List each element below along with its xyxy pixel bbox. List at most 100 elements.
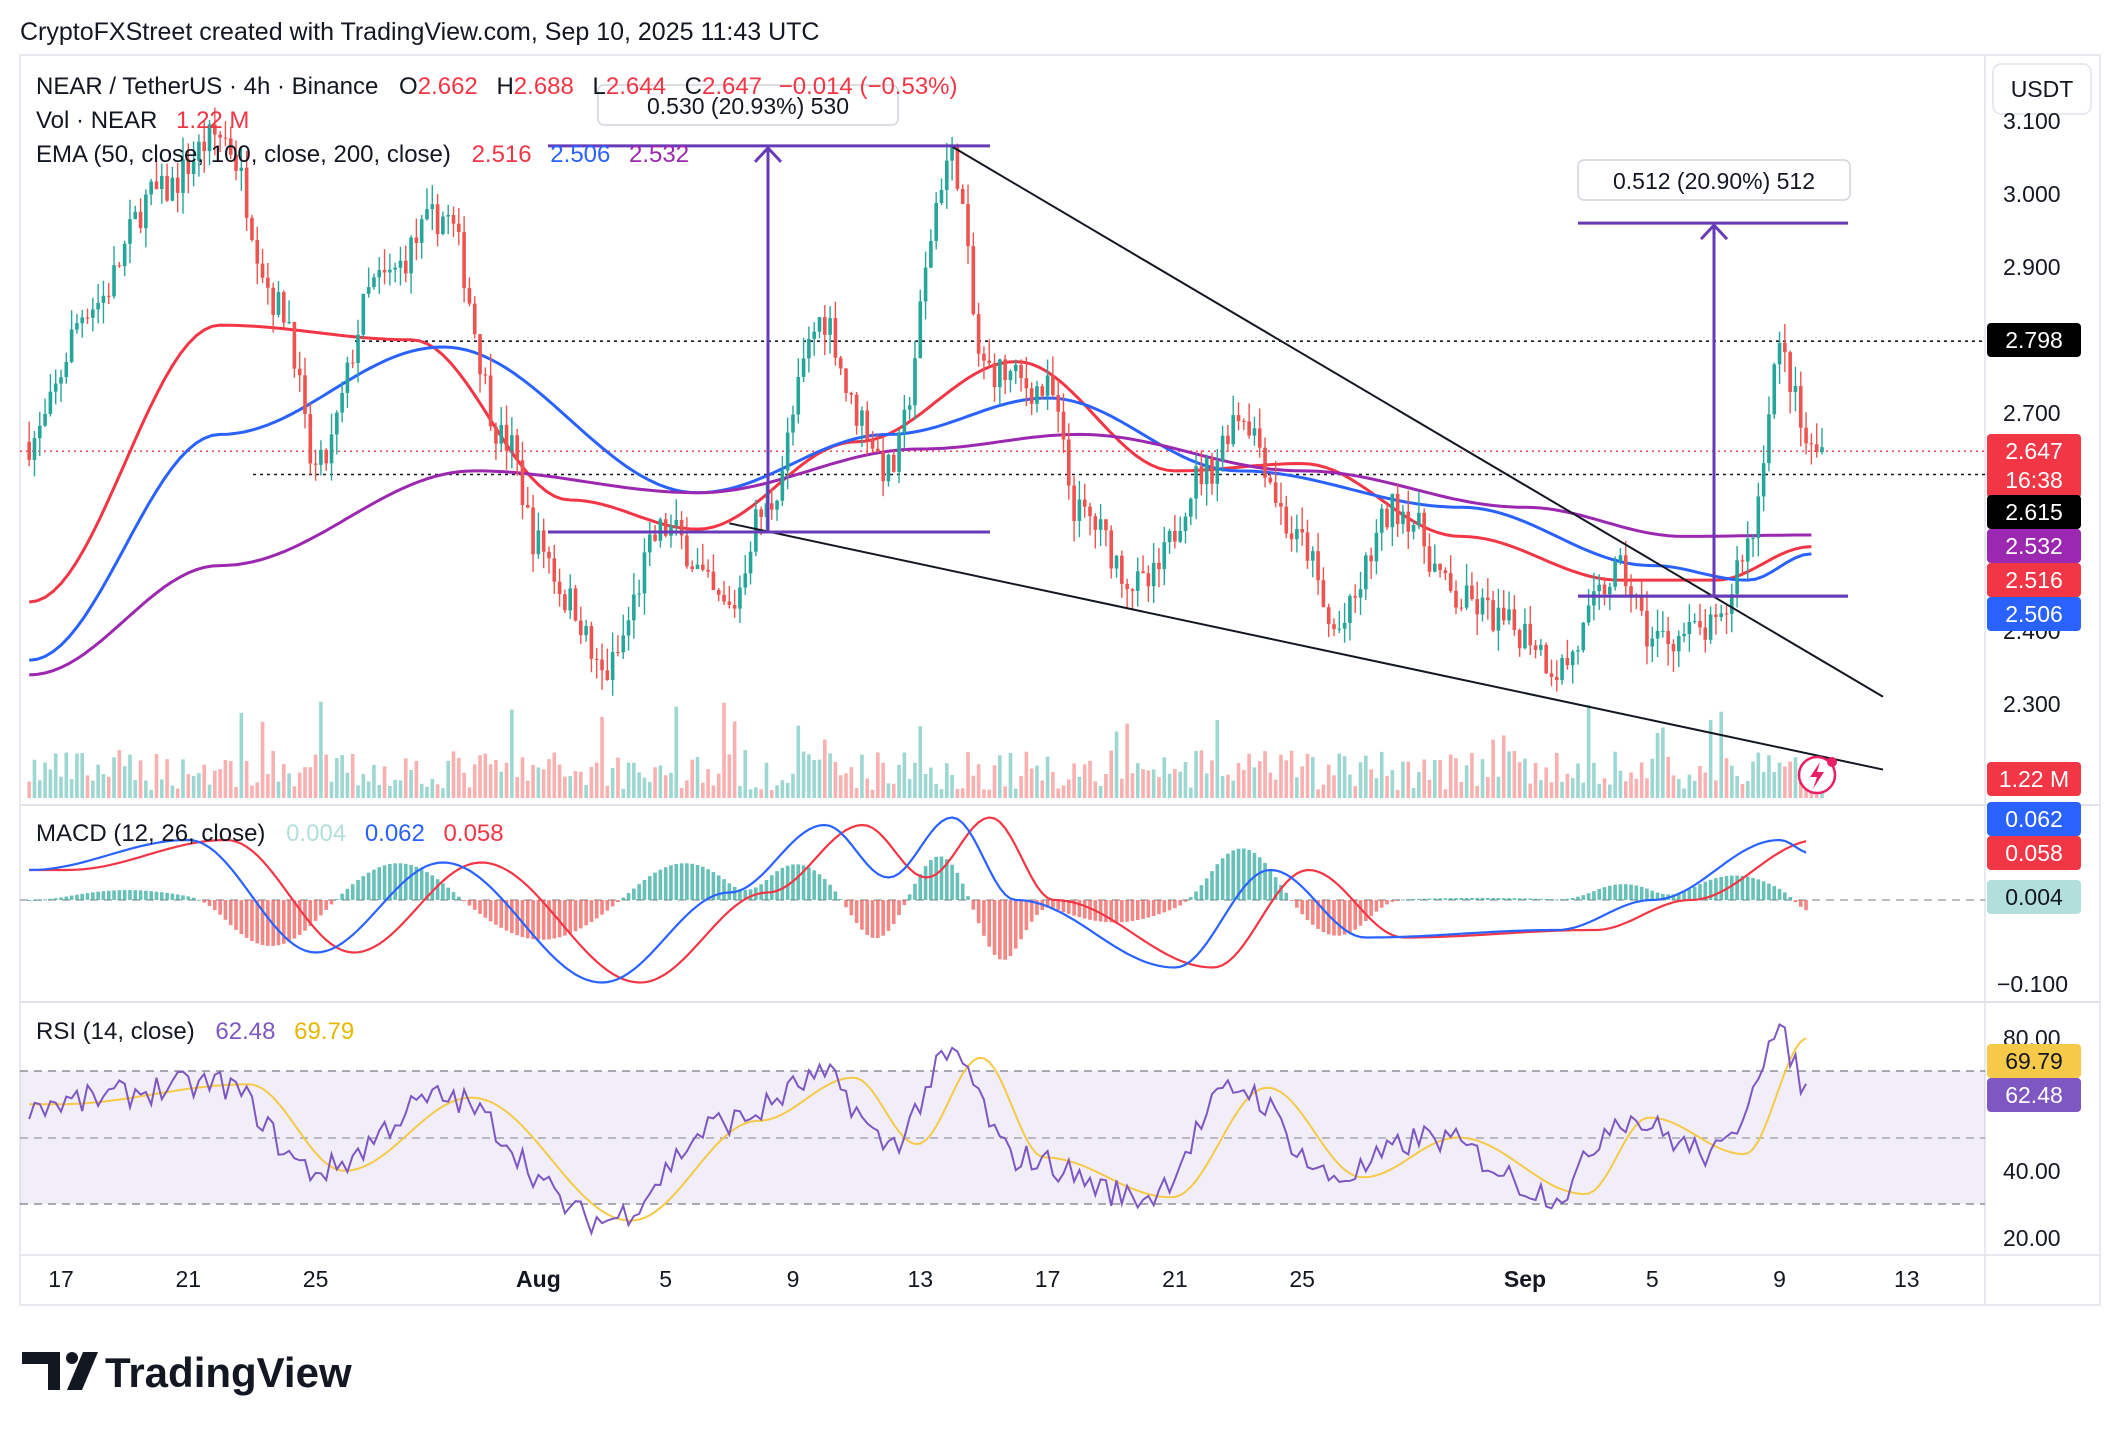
price-axis: USDT 3.100 3.000 2.900 2.700 2.400 2.300…	[1987, 63, 2092, 796]
candle-body	[1666, 630, 1670, 644]
macd-hist-bar	[971, 900, 976, 910]
candle-body	[1735, 560, 1739, 595]
trendline-lower[interactable]	[729, 522, 1884, 771]
macd-hist-bar	[43, 899, 47, 901]
price-tick: 2.700	[2003, 400, 2061, 426]
macd-hist-bar	[181, 895, 185, 900]
volume-bar	[1745, 781, 1750, 798]
volume-bar	[128, 754, 132, 798]
macd-hist-bar	[48, 898, 53, 900]
candle-body	[918, 301, 923, 359]
volume-bar	[467, 787, 472, 798]
volume-bar	[1650, 758, 1655, 798]
volume-bar	[462, 772, 466, 798]
tag-ema50: 2.516	[1987, 563, 2081, 597]
candle-body	[138, 211, 143, 229]
macd-hist-bar	[446, 887, 451, 900]
macd-hist-bar	[1120, 900, 1124, 923]
candle-body	[1056, 394, 1060, 412]
candle-body	[1061, 411, 1066, 440]
macd-hist-bar	[117, 890, 122, 900]
candle-body	[1040, 386, 1045, 396]
volume-bar	[838, 775, 843, 798]
candle-body	[1565, 657, 1570, 666]
volume-bar	[1199, 750, 1204, 798]
candle-body	[1215, 460, 1220, 484]
macd-hist-bar	[27, 900, 31, 901]
candle-body	[1120, 555, 1124, 584]
macd-hist-bar	[536, 900, 541, 940]
tag-level-low-text: 2.615	[2005, 499, 2063, 525]
macd-hist-bar	[1549, 899, 1554, 901]
tag-macd-hist-text: 0.004	[2005, 884, 2063, 910]
macd-hist-bar	[738, 889, 742, 900]
macd-hist-bar	[817, 874, 822, 900]
volume-bar	[1692, 780, 1697, 798]
macd-hist-bar	[1130, 900, 1135, 921]
macd-hist-bar	[743, 889, 748, 900]
tradingview-logo-icon	[22, 1352, 98, 1390]
legend-macd-line: 0.062	[365, 820, 425, 847]
volume-bar	[37, 780, 42, 798]
volume-bar	[913, 762, 917, 798]
volume-bar	[520, 757, 525, 798]
candle-body	[1342, 622, 1347, 629]
volume-bar	[998, 755, 1002, 798]
candle-body	[430, 204, 435, 210]
rsi-axis: 80.00 69.79 62.48 40.00 20.00	[1987, 1025, 2081, 1251]
candle-body	[1661, 630, 1665, 632]
macd-hist-bar	[1676, 893, 1681, 900]
candle-body	[1353, 596, 1358, 598]
lightning-icon[interactable]	[1797, 755, 1837, 795]
volume-bar	[632, 762, 636, 798]
candle-body	[377, 270, 382, 278]
volume-bar	[780, 780, 785, 798]
macd-hist-bar	[992, 900, 997, 955]
macd-hist-bar	[1231, 850, 1236, 900]
tag-macd-hist: 0.004	[1987, 880, 2081, 914]
tag-level-high: 2.798	[1987, 323, 2081, 357]
volume-bar	[112, 757, 116, 798]
volume-bar	[955, 788, 960, 798]
trendline-upper[interactable]	[951, 145, 1884, 698]
time-tick: 21	[1162, 1266, 1188, 1292]
macd-hist-bar	[255, 900, 260, 944]
volume-bar	[159, 779, 164, 798]
candle-body	[1051, 375, 1055, 395]
volume-bar	[1714, 780, 1718, 798]
macd-hist-bar	[785, 865, 790, 900]
macd-hist-bar	[1284, 892, 1289, 900]
volume-bar	[1560, 781, 1564, 798]
volume-bar	[1242, 770, 1246, 798]
macd-hist-bar	[1348, 900, 1352, 933]
macd-hist-bar	[37, 899, 42, 901]
volume-bar	[1066, 779, 1071, 798]
candle-body	[1809, 443, 1814, 445]
volume-bar	[419, 783, 424, 798]
macd-hist-bar	[1390, 900, 1395, 902]
macd-hist-bar	[372, 869, 376, 900]
macd-hist-bar	[1464, 897, 1469, 900]
candle-body	[1066, 439, 1071, 486]
candle-body	[1295, 529, 1299, 540]
volume-bar	[1719, 711, 1724, 798]
candle-body	[250, 217, 254, 241]
macd-hist-bar	[138, 890, 143, 900]
volume-bar	[1539, 780, 1543, 798]
macd-hist-bar	[96, 891, 100, 900]
time-tick: 17	[1035, 1266, 1061, 1292]
macd-hist-bar	[1162, 900, 1167, 913]
candle-body	[53, 383, 58, 392]
candle-body	[838, 357, 843, 369]
volume-bar	[350, 754, 355, 798]
macd-hist-bar	[653, 872, 657, 900]
currency-button[interactable]	[1992, 63, 2092, 115]
candle-body	[706, 569, 710, 572]
ema100-line	[29, 345, 1812, 662]
volume-bar	[1703, 772, 1708, 798]
macd-hist-bar	[897, 900, 901, 916]
macd-hist-bar	[319, 900, 323, 916]
volume-bar	[902, 752, 907, 798]
candle-body	[1289, 533, 1294, 540]
candle-body	[1204, 457, 1209, 485]
